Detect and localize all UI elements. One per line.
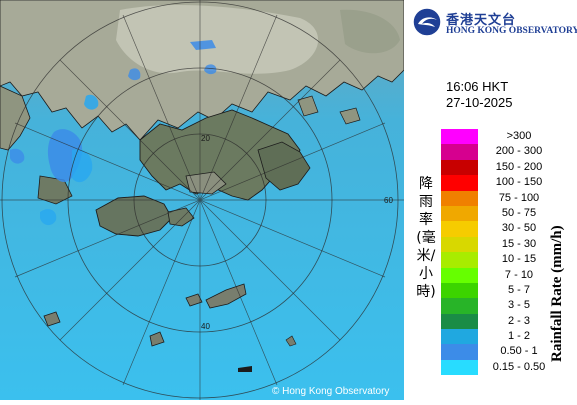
radar-map: 20 40 60 © Hong Kong Observatory xyxy=(0,0,405,400)
legend-label: 3 - 5 xyxy=(507,299,530,312)
legend-label: 75 - 100 xyxy=(498,191,540,204)
legend-swatch xyxy=(441,252,478,268)
legend-swatch xyxy=(441,359,478,376)
legend-title-chinese: 降雨率(毫米/小時) xyxy=(416,176,436,300)
legend-swatch xyxy=(441,298,478,314)
radar-map-canvas: 20 40 60 xyxy=(0,0,405,400)
legend-row: 0.50 - 1 xyxy=(438,344,558,360)
legend-label: 200 - 300 xyxy=(495,145,543,158)
legend-swatch xyxy=(441,129,478,145)
legend-swatch xyxy=(441,344,478,360)
rain-echoes xyxy=(10,40,217,226)
legend-label: 15 - 30 xyxy=(501,237,537,250)
island xyxy=(238,366,252,372)
hko-logo-icon xyxy=(412,7,442,37)
legend-label: 2 - 3 xyxy=(507,314,530,327)
observation-time: 16:06 HKT xyxy=(446,79,509,94)
legend-row: 7 - 10 xyxy=(438,267,558,283)
legend-swatch xyxy=(441,159,478,176)
copyright-notice: © Hong Kong Observatory xyxy=(272,386,390,397)
legend-row: 30 - 50 xyxy=(438,221,558,237)
range-label: 60 xyxy=(384,196,393,205)
rainfall-legend: >300 200 - 300 150 - 200 100 - 150 75 - … xyxy=(438,129,558,376)
legend-swatch xyxy=(441,236,478,253)
island xyxy=(339,107,361,125)
legend-swatch xyxy=(441,190,478,206)
legend-row: 150 - 200 xyxy=(438,159,558,176)
legend-swatch xyxy=(441,282,478,299)
legend-row: 3 - 5 xyxy=(438,298,558,314)
legend-row: 10 - 15 xyxy=(438,252,558,268)
legend-label: 30 - 50 xyxy=(501,222,537,235)
legend-label: 7 - 10 xyxy=(504,268,534,281)
legend-row: 1 - 2 xyxy=(438,329,558,345)
legend-row: 5 - 7 xyxy=(438,282,558,299)
island xyxy=(43,311,61,327)
legend-label: 0.50 - 1 xyxy=(500,345,538,358)
observation-date: 27-10-2025 xyxy=(446,95,513,110)
legend-swatch xyxy=(441,175,478,191)
legend-label: 10 - 15 xyxy=(501,253,537,266)
legend-row: 75 - 100 xyxy=(438,190,558,206)
legend-label: >300 xyxy=(506,130,532,142)
legend-row: 15 - 30 xyxy=(438,236,558,253)
legend-row: 0.15 - 0.50 xyxy=(438,359,558,376)
legend-row: 200 - 300 xyxy=(438,144,558,160)
island xyxy=(185,293,203,307)
legend-swatch xyxy=(441,313,478,330)
legend-row: 100 - 150 xyxy=(438,175,558,191)
logo-english-name: HONG KONG OBSERVATORY xyxy=(446,26,577,36)
hill-area xyxy=(340,9,400,54)
island xyxy=(149,331,165,347)
legend-swatch xyxy=(441,329,478,345)
legend-row: >300 xyxy=(438,129,558,145)
island xyxy=(285,335,297,347)
lantau-island xyxy=(95,195,173,237)
legend-swatch xyxy=(441,205,478,222)
island xyxy=(297,95,319,117)
legend-label: 100 - 150 xyxy=(495,176,543,189)
legend-label: 150 - 200 xyxy=(495,160,543,173)
urban-area xyxy=(116,4,319,74)
legend-label: 0.15 - 0.50 xyxy=(492,360,546,373)
legend-swatch xyxy=(441,221,478,237)
legend-swatch xyxy=(441,144,478,160)
island xyxy=(205,283,247,309)
hko-logo: 香港天文台 HONG KONG OBSERVATORY xyxy=(410,6,577,40)
legend-row: 50 - 75 xyxy=(438,205,558,222)
legend-title-english: Rainfall Rate (mm/h) xyxy=(549,225,565,362)
sai-kung-peninsula xyxy=(257,141,311,191)
legend-label: 1 - 2 xyxy=(507,330,530,343)
legend-panel: 香港天文台 HONG KONG OBSERVATORY 16:06 HKT 27… xyxy=(404,0,577,400)
legend-row: 2 - 3 xyxy=(438,313,558,330)
legend-label: 5 - 7 xyxy=(507,283,530,296)
range-label: 20 xyxy=(201,134,210,143)
range-label: 40 xyxy=(201,322,210,331)
logo-chinese-name: 香港天文台 xyxy=(446,13,517,28)
legend-swatch xyxy=(441,267,478,283)
radial-lines xyxy=(0,0,404,400)
western-coast xyxy=(0,85,31,151)
legend-label: 50 - 75 xyxy=(501,206,537,219)
